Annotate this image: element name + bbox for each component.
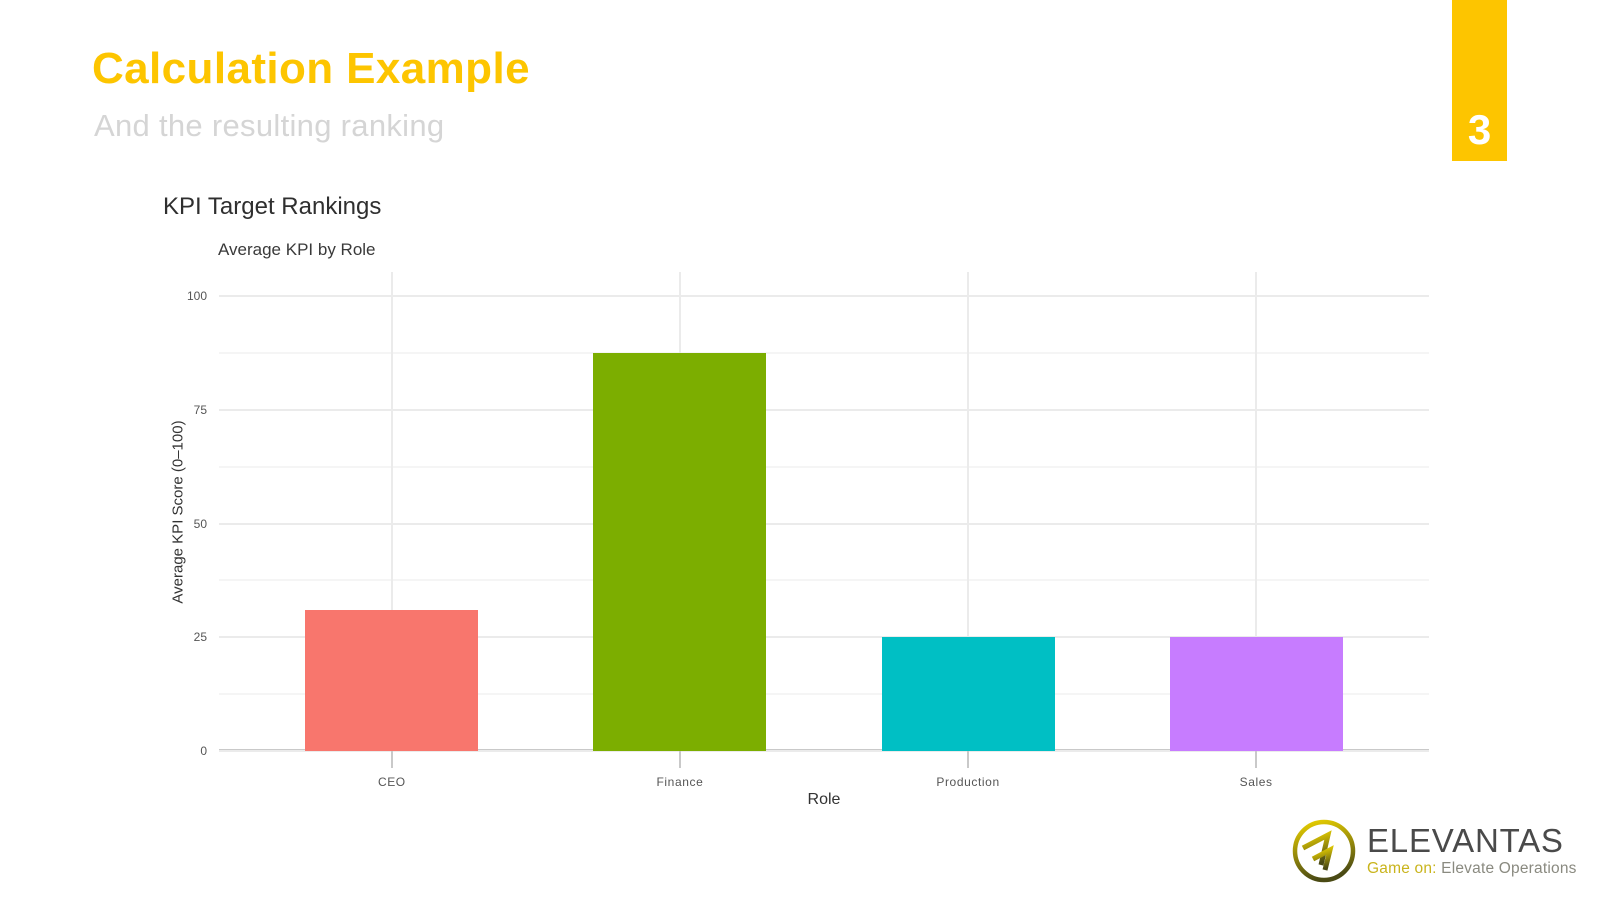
x-axis-title: Role [807, 791, 841, 808]
logo: ELEVANTAS Game on: Elevate Operations [1290, 817, 1577, 885]
vertical-gridline [967, 272, 970, 749]
page-number-tab: 3 [1452, 0, 1507, 161]
logo-tagline-highlight: Game on: [1367, 860, 1437, 878]
bar-finance [593, 352, 767, 751]
y-tick-label: 100 [186, 289, 207, 303]
bar-ceo [305, 609, 479, 751]
x-tick-label: CEO [377, 775, 406, 789]
logo-tagline: Game on: Elevate Operations [1367, 860, 1577, 878]
plot-area: 0 25 50 75 100 CEO Finance Production Sales [187, 272, 1429, 789]
major-gridline [219, 522, 1429, 525]
x-axis-tick [390, 751, 393, 768]
x-axis-tick [967, 751, 970, 768]
major-gridline [219, 636, 1429, 639]
minor-gridline [219, 693, 1429, 696]
major-gridline [219, 750, 1429, 752]
minor-gridline [219, 579, 1429, 582]
slide-subtitle: And the resulting ranking [94, 108, 445, 143]
major-gridline [219, 295, 1429, 297]
y-tick-label: 50 [193, 516, 207, 531]
logo-wordmark: ELEVANTAS [1367, 821, 1564, 859]
slide-title: Calculation Example [92, 44, 530, 93]
y-tick-label: 25 [193, 630, 207, 645]
chart-title: KPI Target Rankings [163, 193, 382, 220]
minor-gridline [219, 351, 1429, 354]
minor-gridline [219, 465, 1429, 468]
y-tick-label: 75 [193, 402, 207, 417]
bar-production [881, 637, 1055, 751]
vertical-gridline [1255, 272, 1258, 749]
logo-text: ELEVANTAS Game on: Elevate Operations [1367, 821, 1577, 879]
chart-subtitle: Average KPI by Role [218, 240, 376, 259]
x-tick-label: Production [936, 775, 1000, 789]
major-gridline [219, 408, 1429, 411]
x-tick-label: Sales [1239, 775, 1273, 789]
logo-mark-icon [1292, 819, 1356, 883]
y-axis-title: Average KPI Score (0–100) [169, 420, 187, 604]
page-number: 3 [1467, 106, 1492, 153]
logo-tagline-rest: Elevate Operations [1436, 860, 1577, 878]
vertical-gridline [390, 272, 393, 749]
y-tick-label: 0 [200, 744, 207, 758]
x-tick-label: Finance [656, 775, 704, 789]
x-axis-tick [678, 751, 681, 768]
bar-sales [1169, 637, 1343, 751]
x-axis-tick [1255, 751, 1258, 768]
